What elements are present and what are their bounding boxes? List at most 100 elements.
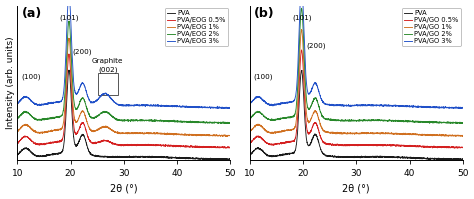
PVA/EOG 2%: [221, 121, 227, 124]
PVA/GO 0.5%: [454, 146, 459, 149]
PVA/GO 1%: [454, 135, 459, 137]
PVA: [460, 158, 465, 160]
PVA/EOG 2%: [66, 20, 72, 22]
Text: (100): (100): [21, 73, 40, 80]
PVA/EOG 1%: [219, 135, 225, 138]
PVA/EOG 0.5%: [182, 145, 188, 148]
Text: (b): (b): [254, 7, 275, 20]
PVA: [112, 156, 118, 159]
Text: (200): (200): [307, 42, 326, 49]
PVA/EOG 3%: [112, 102, 118, 104]
PVA/EOG 1%: [182, 133, 188, 136]
PVA/GO 1%: [454, 135, 459, 137]
PVA/GO 0.5%: [454, 146, 460, 148]
PVA/GO 3%: [351, 104, 356, 107]
Line: PVA/GO 2%: PVA/GO 2%: [250, 8, 463, 123]
Line: PVA/EOG 3%: PVA/EOG 3%: [18, 0, 230, 108]
PVA/EOG 2%: [182, 120, 188, 123]
Line: PVA: PVA: [18, 70, 230, 160]
PVA/EOG 2%: [112, 117, 118, 120]
PVA/EOG 3%: [221, 106, 227, 109]
Bar: [98, 73, 118, 95]
PVA/GO 2%: [351, 119, 356, 121]
PVA/EOG 1%: [112, 131, 118, 133]
PVA: [182, 157, 188, 159]
PVA/EOG 1%: [221, 135, 227, 137]
PVA/GO 0.5%: [299, 49, 304, 51]
PVA/GO 2%: [415, 121, 420, 123]
PVA: [25, 149, 31, 151]
Text: (002): (002): [98, 67, 118, 73]
PVA/GO 3%: [247, 102, 253, 104]
PVA/EOG 2%: [118, 119, 124, 122]
PVA: [345, 156, 351, 158]
PVA/GO 2%: [454, 122, 460, 124]
Line: PVA/EOG 2%: PVA/EOG 2%: [18, 21, 230, 123]
PVA/GO 3%: [441, 107, 447, 110]
PVA: [258, 148, 264, 151]
PVA/EOG 3%: [15, 102, 20, 105]
PVA/GO 3%: [345, 105, 351, 107]
PVA: [227, 158, 233, 161]
Line: PVA/EOG 0.5%: PVA/EOG 0.5%: [18, 54, 230, 148]
PVA/GO 3%: [258, 97, 264, 99]
PVA/EOG 3%: [219, 107, 224, 110]
PVA/EOG 3%: [227, 107, 233, 110]
PVA/EOG 0.5%: [66, 53, 72, 55]
Legend: PVA, PVA/EOG 0.5%, PVA/EOG 1%, PVA/EOG 2%, PVA/EOG 3%: PVA, PVA/EOG 0.5%, PVA/EOG 1%, PVA/EOG 2…: [165, 8, 228, 46]
PVA: [351, 156, 356, 158]
PVA/GO 2%: [460, 122, 465, 124]
Legend: PVA, PVA/GO 0.5%, PVA/GO 1%, PVA/GO 2%, PVA/GO 3%: PVA, PVA/GO 0.5%, PVA/GO 1%, PVA/GO 2%, …: [402, 8, 461, 46]
PVA/GO 0.5%: [351, 144, 356, 146]
PVA: [415, 157, 420, 159]
PVA: [247, 153, 253, 156]
PVA/EOG 0.5%: [112, 143, 118, 145]
PVA/GO 2%: [299, 7, 304, 9]
PVA/GO 1%: [258, 125, 264, 127]
PVA: [454, 158, 459, 160]
PVA: [66, 69, 72, 71]
Y-axis label: Intensity (arb. units): Intensity (arb. units): [6, 36, 15, 129]
PVA/GO 1%: [460, 135, 465, 137]
Text: (a): (a): [22, 7, 42, 20]
PVA/GO 0.5%: [451, 147, 457, 149]
PVA/EOG 0.5%: [118, 145, 124, 147]
PVA/EOG 2%: [15, 117, 20, 119]
PVA/GO 1%: [415, 133, 420, 136]
PVA/GO 0.5%: [247, 141, 253, 144]
PVA/EOG 1%: [15, 131, 20, 133]
PVA/GO 3%: [460, 106, 465, 109]
Line: PVA: PVA: [250, 70, 463, 160]
PVA/EOG 3%: [182, 106, 188, 108]
PVA/GO 3%: [454, 107, 459, 109]
PVA/EOG 0.5%: [221, 147, 227, 149]
PVA/EOG 0.5%: [227, 146, 233, 148]
PVA/GO 0.5%: [258, 137, 264, 139]
PVA/GO 3%: [454, 106, 460, 109]
PVA/EOG 2%: [25, 112, 31, 114]
PVA/EOG 1%: [221, 134, 227, 137]
PVA/EOG 0.5%: [221, 147, 227, 149]
X-axis label: 2θ (°): 2θ (°): [110, 183, 137, 193]
PVA: [222, 159, 228, 161]
Text: (101): (101): [60, 15, 79, 21]
PVA/GO 1%: [247, 130, 253, 133]
PVA: [453, 159, 459, 161]
PVA/EOG 3%: [118, 104, 124, 106]
PVA/GO 1%: [345, 132, 351, 135]
PVA/GO 3%: [415, 106, 420, 108]
PVA: [221, 158, 227, 160]
PVA: [221, 158, 227, 160]
PVA/GO 2%: [247, 118, 253, 120]
PVA: [454, 158, 460, 160]
PVA/EOG 1%: [227, 134, 233, 137]
Text: (100): (100): [254, 73, 273, 80]
PVA/EOG 2%: [221, 122, 227, 124]
PVA/EOG 2%: [227, 122, 233, 124]
PVA/EOG 0.5%: [221, 146, 227, 148]
Line: PVA/EOG 1%: PVA/EOG 1%: [18, 38, 230, 136]
PVA/EOG 1%: [118, 132, 124, 134]
PVA: [299, 69, 304, 72]
PVA/GO 1%: [351, 132, 356, 135]
Line: PVA/GO 3%: PVA/GO 3%: [250, 0, 463, 108]
